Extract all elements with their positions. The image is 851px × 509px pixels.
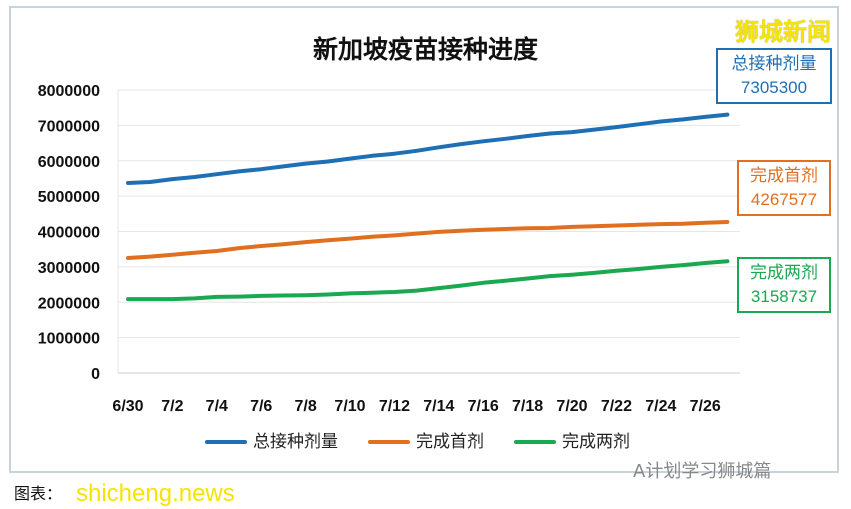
callout-value: 4267577 xyxy=(750,190,818,209)
callout-two-doses: 完成两剂 3158737 xyxy=(737,257,831,313)
site-watermark: shicheng.news xyxy=(76,480,235,507)
y-tick-label: 8000000 xyxy=(38,83,100,100)
callout-value: 7305300 xyxy=(740,78,808,97)
legend-swatch xyxy=(514,440,556,444)
x-tick-label: 7/16 xyxy=(468,398,499,415)
legend-label: 完成两剂 xyxy=(562,432,630,452)
x-tick-label: 7/8 xyxy=(294,398,316,415)
chart-title: 新加坡疫苗接种进度 xyxy=(312,35,538,64)
legend-item: 完成首剂 xyxy=(368,432,484,452)
x-tick-label: 7/26 xyxy=(690,398,721,415)
x-tick-label: 7/2 xyxy=(161,398,183,415)
y-tick-label: 5000000 xyxy=(38,189,100,206)
series-line xyxy=(126,220,730,260)
y-tick-label: 1000000 xyxy=(38,331,100,348)
series-line xyxy=(126,259,730,302)
x-tick-label: 7/4 xyxy=(206,398,228,415)
series-line xyxy=(126,112,730,185)
x-tick-label: 7/22 xyxy=(601,398,632,415)
callout-label: 完成首剂 xyxy=(750,166,818,186)
callout-total-doses: 总接种剂量 7305300 xyxy=(716,48,832,104)
x-tick-label: 7/14 xyxy=(423,398,454,415)
y-tick-label: 2000000 xyxy=(38,295,100,312)
y-tick-label: 6000000 xyxy=(38,154,100,171)
x-tick-label: 7/20 xyxy=(556,398,587,415)
callout-label: 总接种剂量 xyxy=(731,54,817,74)
legend-label: 总接种剂量 xyxy=(253,432,338,452)
chart-frame xyxy=(9,6,839,473)
y-tick-label: 7000000 xyxy=(38,118,100,135)
legend-item: 完成两剂 xyxy=(514,432,630,452)
watermark: A计划学习狮城篇 xyxy=(633,461,772,482)
callout-value: 3158737 xyxy=(750,287,818,306)
legend-swatch xyxy=(368,440,410,444)
y-tick-label: 3000000 xyxy=(38,260,100,277)
y-tick-label: 4000000 xyxy=(38,225,100,242)
x-tick-label: 7/6 xyxy=(250,398,272,415)
x-tick-label: 7/10 xyxy=(334,398,365,415)
legend: 总接种剂量 完成首剂 完成两剂 xyxy=(205,432,630,452)
callout-first-dose: 完成首剂 4267577 xyxy=(737,160,831,216)
legend-item: 总接种剂量 xyxy=(205,432,338,452)
x-tick-label: 6/30 xyxy=(112,398,143,415)
y-tick-label: 0 xyxy=(91,366,100,383)
brand-logo: 狮城新闻 xyxy=(735,18,831,46)
x-tick-label: 7/24 xyxy=(645,398,676,415)
legend-label: 完成首剂 xyxy=(416,432,484,452)
caption: 图表： xyxy=(14,484,63,503)
callout-label: 完成两剂 xyxy=(750,263,818,283)
x-tick-label: 7/12 xyxy=(379,398,410,415)
x-tick-label: 7/18 xyxy=(512,398,543,415)
legend-swatch xyxy=(205,440,247,444)
